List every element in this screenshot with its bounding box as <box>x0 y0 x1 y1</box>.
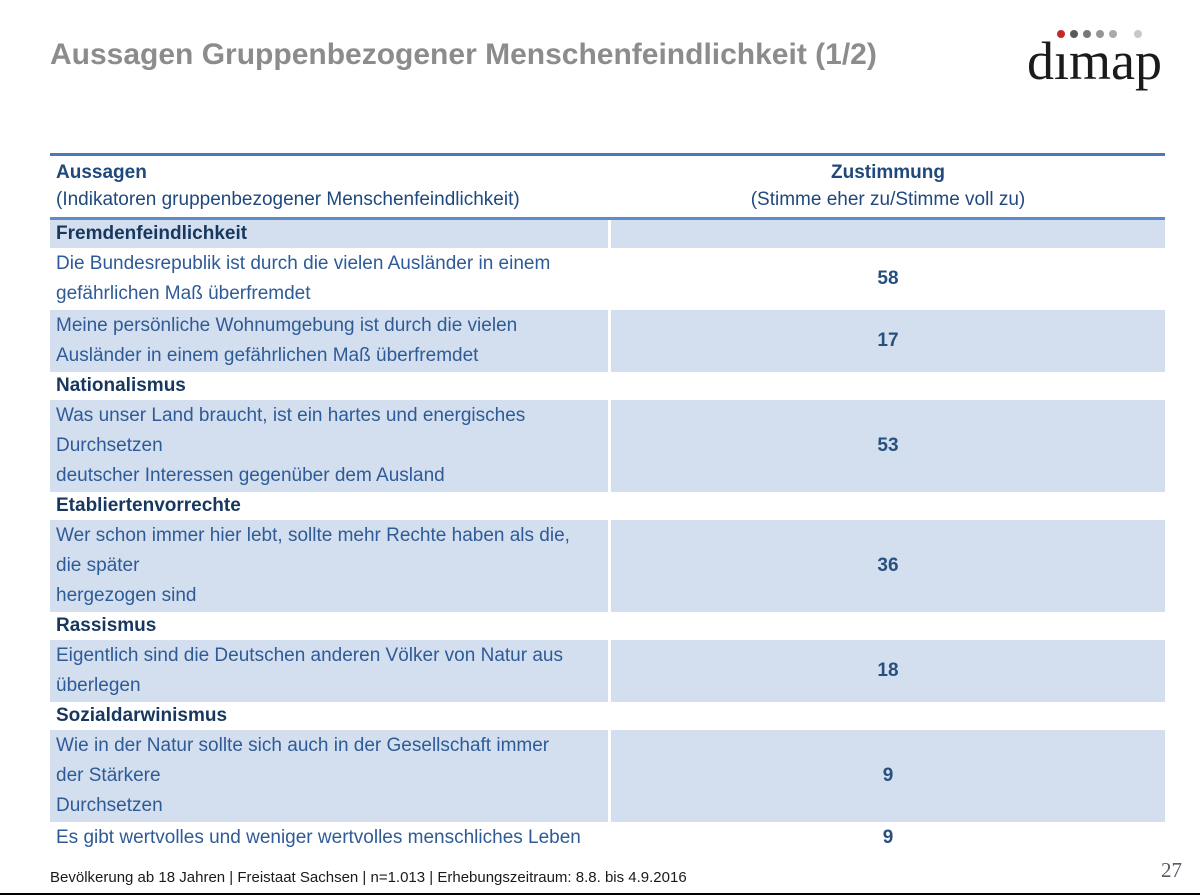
logo-dot <box>1109 30 1117 38</box>
statement-label: Eigentlich sind die Deutschen anderen Vö… <box>50 640 608 702</box>
table-row: Die Bundesrepublik ist durch die vielen … <box>50 248 1165 310</box>
table-row-category: Etabliertenvorrechte <box>50 492 1165 520</box>
table-row: Wer schon immer hier lebt, sollte mehr R… <box>50 520 1165 612</box>
table-row: Eigentlich sind die Deutschen anderen Vö… <box>50 640 1165 702</box>
table-header: Aussagen (Indikatoren gruppenbezogener M… <box>50 156 1165 220</box>
logo-dot <box>1134 30 1142 38</box>
category-value-cell <box>611 702 1165 730</box>
statement-label: Es gibt wertvolles und weniger wertvolle… <box>56 827 581 848</box>
column-title: Zustimmung <box>831 162 945 183</box>
dimap-logo: dımap <box>1027 12 1167 92</box>
logo-wordmark: dımap <box>1027 31 1162 91</box>
column-subtitle: (Indikatoren gruppenbezogener Menschenfe… <box>56 189 520 210</box>
category-label: Fremdenfeindlichkeit <box>50 220 608 248</box>
statement-label: Meine persönliche Wohnumgebung ist durch… <box>50 310 608 372</box>
category-label: Rassismus <box>56 615 157 636</box>
table-row: Meine persönliche Wohnumgebung ist durch… <box>50 310 1165 372</box>
logo-dot <box>1070 30 1078 38</box>
statement-value: 9 <box>611 730 1165 822</box>
table-row: Es gibt wertvolles und weniger wertvolle… <box>50 822 1165 854</box>
table-row-category: Rassismus <box>50 612 1165 640</box>
statement-value: 58 <box>877 268 899 289</box>
category-label: Sozialdarwinismus <box>56 705 228 726</box>
statements-table: Aussagen (Indikatoren gruppenbezogener M… <box>50 153 1165 854</box>
statement-label: Die Bundesrepublik ist durch die vielen … <box>56 253 551 304</box>
category-label: Nationalismus <box>56 375 186 396</box>
table-row: Wie in der Natur sollte sich auch in der… <box>50 730 1165 822</box>
slide-bottom-border <box>0 893 1200 895</box>
logo-dots <box>1057 30 1142 38</box>
table-row: Was unser Land braucht, ist ein hartes u… <box>50 400 1165 492</box>
column-subtitle: (Stimme eher zu/Stimme voll zu) <box>750 189 1026 210</box>
statement-value: 18 <box>611 640 1165 702</box>
category-value-cell <box>611 492 1165 520</box>
statement-value: 53 <box>611 400 1165 492</box>
statement-value: 9 <box>882 827 894 848</box>
table-row-category: Sozialdarwinismus <box>50 702 1165 730</box>
footer-source-note: Bevölkerung ab 18 Jahren | Freistaat Sac… <box>50 869 687 886</box>
column-header-aussagen: Aussagen (Indikatoren gruppenbezogener M… <box>50 159 608 213</box>
statement-value: 36 <box>611 520 1165 612</box>
page-title: Aussagen Gruppenbezogener Menschenfeindl… <box>50 38 877 71</box>
logo-dot <box>1057 30 1065 38</box>
category-label: Etabliertenvorrechte <box>56 495 241 516</box>
table-body: Fremdenfeindlichkeit Die Bundesrepublik … <box>50 220 1165 854</box>
statement-label: Wie in der Natur sollte sich auch in der… <box>50 730 608 822</box>
logo-dot <box>1083 30 1091 38</box>
category-value-cell <box>611 612 1165 640</box>
column-title: Aussagen <box>56 162 147 183</box>
statement-label: Wer schon immer hier lebt, sollte mehr R… <box>50 520 608 612</box>
logo-dot <box>1096 30 1104 38</box>
page-number: 27 <box>1161 858 1182 882</box>
category-value-cell <box>611 372 1165 400</box>
table-row-category: Nationalismus <box>50 372 1165 400</box>
column-header-zustimmung: Zustimmung (Stimme eher zu/Stimme voll z… <box>611 159 1165 213</box>
statement-value: 17 <box>611 310 1165 372</box>
table-row-category: Fremdenfeindlichkeit <box>50 220 1165 248</box>
statement-label: Was unser Land braucht, ist ein hartes u… <box>50 400 608 492</box>
category-value-cell <box>611 220 1165 248</box>
